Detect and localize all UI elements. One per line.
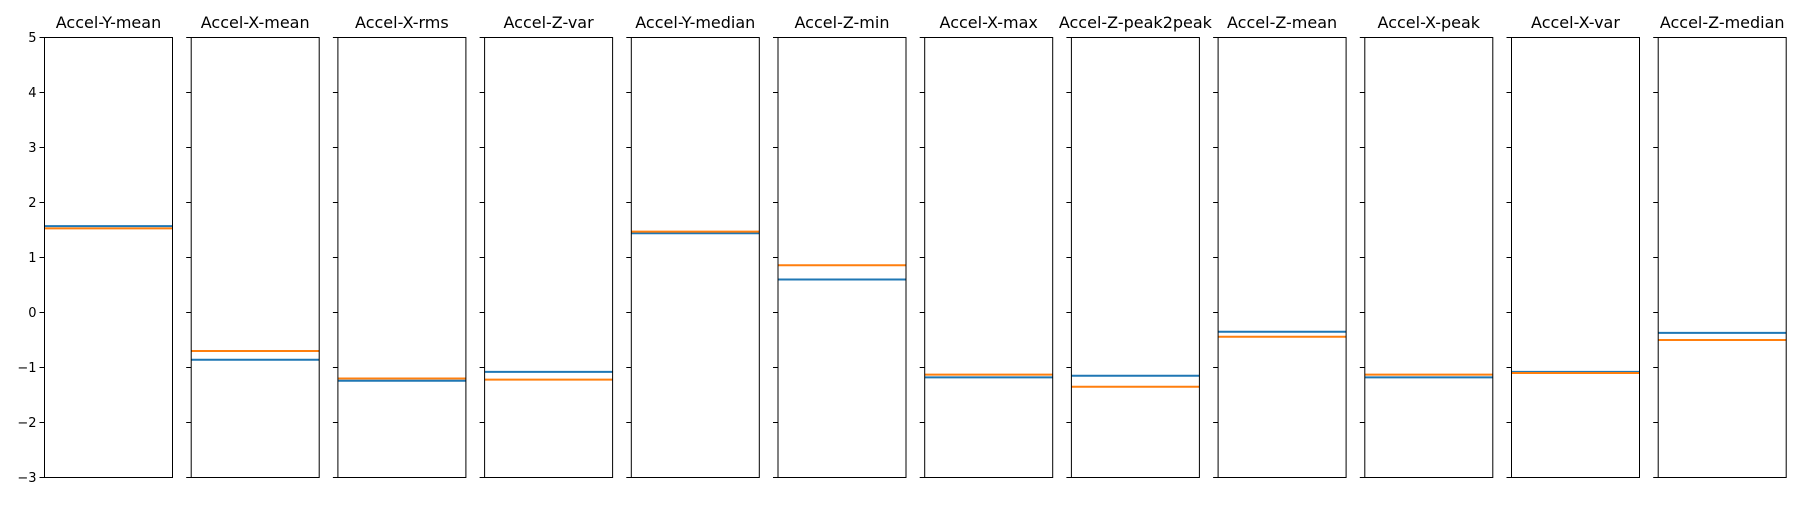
subplot-panel: Accel-X-peak bbox=[1359, 13, 1494, 478]
subplot-title: Accel-X-var bbox=[1531, 13, 1620, 32]
subplot-frame bbox=[1217, 37, 1347, 478]
subplot-panel: Accel-Y-median bbox=[626, 13, 760, 478]
subplot-panel: Accel-X-rms bbox=[332, 13, 467, 478]
subplot-title: Accel-Z-min bbox=[795, 13, 890, 32]
subplot-panel: Accel-X-var bbox=[1506, 13, 1640, 478]
y-tick-label: 0 bbox=[28, 306, 36, 321]
subplot-frame bbox=[1511, 37, 1640, 478]
subplot-frame bbox=[337, 37, 467, 478]
subplot-frame bbox=[630, 37, 760, 478]
subplot-title: Accel-X-rms bbox=[355, 13, 449, 32]
subplot-frame bbox=[484, 37, 614, 478]
subplot-frame bbox=[190, 37, 320, 478]
subplot-frame bbox=[777, 37, 907, 478]
subplot-title: Accel-Y-median bbox=[635, 13, 755, 32]
subplot-panel: Accel-Z-var bbox=[479, 13, 614, 478]
subplot-title: Accel-X-max bbox=[940, 13, 1038, 32]
subplot-frame bbox=[44, 37, 173, 478]
y-tick-label: −1 bbox=[17, 361, 36, 376]
y-tick-label: −3 bbox=[17, 471, 36, 486]
y-tick-label: 1 bbox=[28, 251, 36, 266]
subplot-panel: Accel-Z-peak2peak bbox=[1059, 13, 1213, 478]
subplot-title: Accel-Z-mean bbox=[1227, 13, 1337, 32]
subplot-panel: Accel-X-mean bbox=[186, 13, 320, 478]
subplot-panel: Accel-Z-mean bbox=[1213, 13, 1347, 478]
subplot-frame bbox=[1070, 37, 1200, 478]
subplot-frame bbox=[924, 37, 1054, 478]
subplot-panel: −3 −2 −1 0 1 2 3 4 5 Accel-Y-mean bbox=[17, 13, 173, 486]
y-tick-label: 2 bbox=[28, 196, 36, 211]
y-tick-label: 5 bbox=[28, 31, 36, 46]
y-tick-label: 3 bbox=[28, 141, 36, 156]
y-tick-label: −2 bbox=[17, 416, 36, 431]
subplot-title: Accel-Z-var bbox=[503, 13, 594, 32]
subplot-panel: Accel-Z-min bbox=[773, 13, 907, 478]
subplot-title: Accel-X-peak bbox=[1378, 13, 1481, 32]
subplot-title: Accel-Y-mean bbox=[56, 13, 161, 32]
subplot-panel: Accel-X-max bbox=[919, 13, 1054, 478]
subplot-frame bbox=[1364, 37, 1494, 478]
subplot-panel: Accel-Z-median bbox=[1653, 13, 1787, 478]
y-tick-label: 4 bbox=[28, 86, 36, 101]
subplot-title: Accel-X-mean bbox=[201, 13, 310, 32]
subplot-title: Accel-Z-median bbox=[1660, 13, 1785, 32]
subplot-title: Accel-Z-peak2peak bbox=[1059, 13, 1213, 32]
subplot-frame bbox=[1657, 37, 1787, 478]
